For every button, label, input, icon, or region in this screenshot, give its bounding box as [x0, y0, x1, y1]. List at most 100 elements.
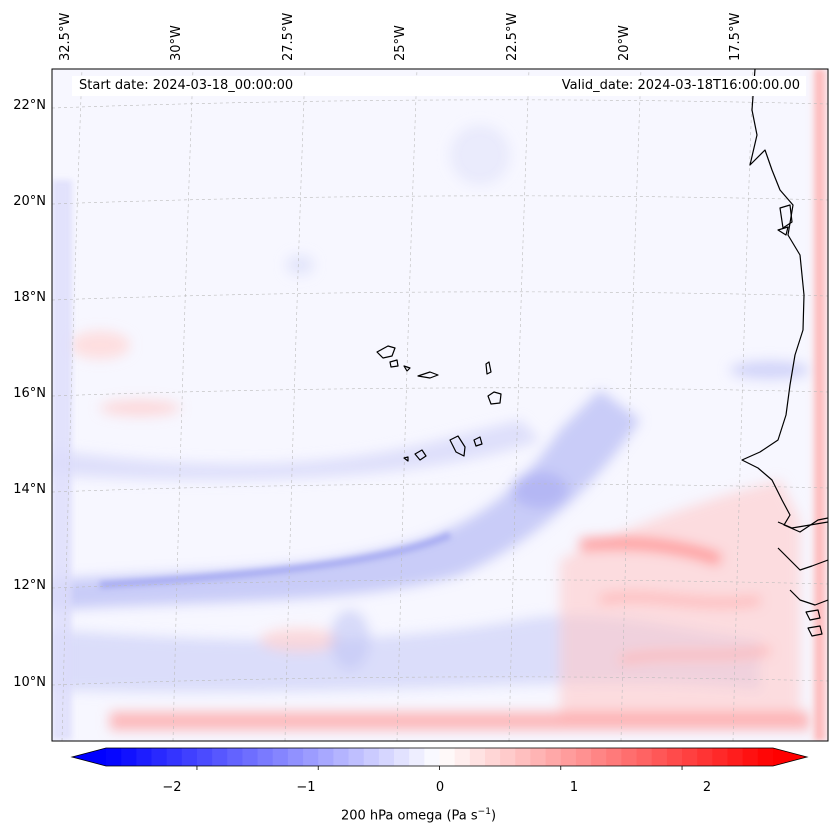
guinea-bissau-coastline — [777, 547, 828, 571]
colorbar-segment — [196, 748, 213, 766]
santiago-island — [449, 435, 466, 457]
colorbar-segment — [606, 748, 623, 766]
colorbar-segment — [272, 748, 289, 766]
colorbar-segment — [151, 748, 168, 766]
lat-label: 22°N — [13, 98, 46, 113]
colorbar-segment — [757, 748, 774, 766]
brava-island — [403, 456, 409, 462]
colorbar-segment — [363, 748, 380, 766]
annotation-backdrop — [72, 76, 806, 96]
parallel-line — [52, 483, 828, 493]
parallel-line — [52, 291, 828, 301]
colorbar-segment — [424, 748, 441, 766]
lat-label: 20°N — [13, 194, 46, 209]
colorbar-segment — [530, 748, 547, 766]
lat-label: 12°N — [13, 578, 46, 593]
colorbar-segment — [651, 748, 668, 766]
coastal-island-a — [805, 609, 821, 621]
maio-island — [473, 436, 483, 447]
meridian-line — [620, 69, 642, 741]
colorbar-segment — [439, 748, 456, 766]
colorbar-segment — [212, 748, 228, 766]
parallel-line — [52, 99, 828, 109]
guinea-coastline — [789, 589, 828, 606]
colorbar-segment — [287, 748, 304, 766]
lon-label: 30°W — [169, 25, 184, 61]
lon-label: 20°W — [617, 25, 632, 61]
colorbar-segment — [166, 748, 183, 766]
coastal-island-b — [807, 625, 823, 637]
colorbar-segment — [394, 748, 410, 766]
colorbar-segment — [303, 748, 319, 766]
meridian-line — [61, 69, 83, 741]
colorbar-extend-high — [773, 748, 807, 766]
colorbar-segment — [348, 748, 365, 766]
valid-date-label: Valid_date: 2024-03-18T16:00:00.00 — [561, 78, 800, 93]
colorbar-tick-marks — [196, 766, 683, 770]
lat-label: 16°N — [13, 386, 46, 401]
colorbar-segment — [333, 748, 350, 766]
colorbar-segment — [697, 748, 713, 766]
coastal-island-d — [777, 226, 789, 236]
meridian-line — [396, 69, 418, 741]
colorbar — [70, 747, 809, 767]
start-date-label: Start date: 2024-03-18_00:00:00 — [79, 78, 294, 93]
parallel-line — [52, 579, 828, 589]
lon-label: 25°W — [393, 25, 408, 61]
colorbar-label: 200 hPa omega (Pa s−1) — [340, 807, 497, 824]
santo-antao-island — [376, 345, 396, 359]
colorbar-segment — [227, 748, 244, 766]
boa-vista-island — [487, 391, 502, 405]
lon-label: 27.5°W — [281, 12, 296, 61]
fogo-island — [414, 449, 427, 461]
colorbar-tick-label: 2 — [702, 780, 712, 795]
meridian-line — [732, 69, 754, 741]
colorbar-segment — [591, 748, 607, 766]
colorbar-tick-label: 1 — [569, 780, 579, 795]
coastal-island-c — [779, 204, 793, 229]
africa-coastline — [741, 69, 828, 533]
gridlines — [52, 69, 828, 741]
map-frame — [51, 68, 829, 742]
lon-label: 32.5°W — [58, 12, 73, 61]
colorbar-segment — [742, 748, 759, 766]
colorbar-segment — [106, 748, 122, 766]
sao-nicolau-island — [417, 371, 439, 379]
parallel-line — [52, 387, 828, 397]
colorbar-segment — [409, 748, 425, 766]
lon-label: 17.5°W — [728, 12, 743, 61]
lon-label: 22.5°W — [505, 12, 520, 61]
sao-vicente-island — [389, 359, 399, 368]
colorbar-tick-label: 0 — [435, 780, 445, 795]
colorbar-segment — [682, 748, 698, 766]
colorbar-tick-label: −1 — [296, 780, 316, 795]
colorbar-segment — [136, 748, 153, 766]
coastlines — [376, 69, 828, 637]
gambia-coastline — [777, 521, 828, 529]
colorbar-outline — [70, 747, 809, 767]
colorbar-segment — [318, 748, 334, 766]
colorbar-segment — [515, 748, 532, 766]
colorbar-segment — [712, 748, 729, 766]
colorbar-segment — [575, 748, 592, 766]
colorbar-segment — [484, 748, 501, 766]
colorbar-segment — [560, 748, 577, 766]
sal-island — [485, 361, 492, 375]
meridian-line — [508, 69, 530, 741]
colorbar-segment — [666, 748, 683, 766]
colorbar-segment — [469, 748, 486, 766]
colorbar-segment — [636, 748, 653, 766]
parallel-line — [52, 195, 828, 205]
lat-label: 18°N — [13, 290, 46, 305]
colorbar-segment — [242, 748, 259, 766]
lat-label: 14°N — [13, 482, 46, 497]
meridian-line — [172, 69, 194, 741]
santa-luzia-island — [403, 365, 411, 372]
meridian-line — [284, 69, 306, 741]
colorbar-segment — [378, 748, 395, 766]
colorbar-tick-label: −2 — [162, 780, 182, 795]
colorbar-segment — [121, 748, 137, 766]
parallel-line — [52, 676, 828, 686]
colorbar-segment — [500, 748, 516, 766]
